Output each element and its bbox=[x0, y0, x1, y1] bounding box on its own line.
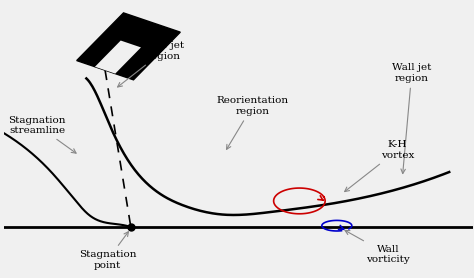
Text: Reorientation
region: Reorientation region bbox=[217, 96, 289, 149]
Polygon shape bbox=[77, 13, 180, 80]
Text: Free jet
region: Free jet region bbox=[118, 41, 184, 87]
Polygon shape bbox=[95, 41, 141, 74]
Text: Wall
vorticity: Wall vorticity bbox=[345, 230, 410, 264]
Text: Stagnation
point: Stagnation point bbox=[79, 232, 136, 270]
Text: Wall jet
region: Wall jet region bbox=[392, 63, 431, 173]
Text: Stagnation
streamline: Stagnation streamline bbox=[9, 116, 76, 153]
Text: K-H
vortex: K-H vortex bbox=[345, 140, 414, 192]
